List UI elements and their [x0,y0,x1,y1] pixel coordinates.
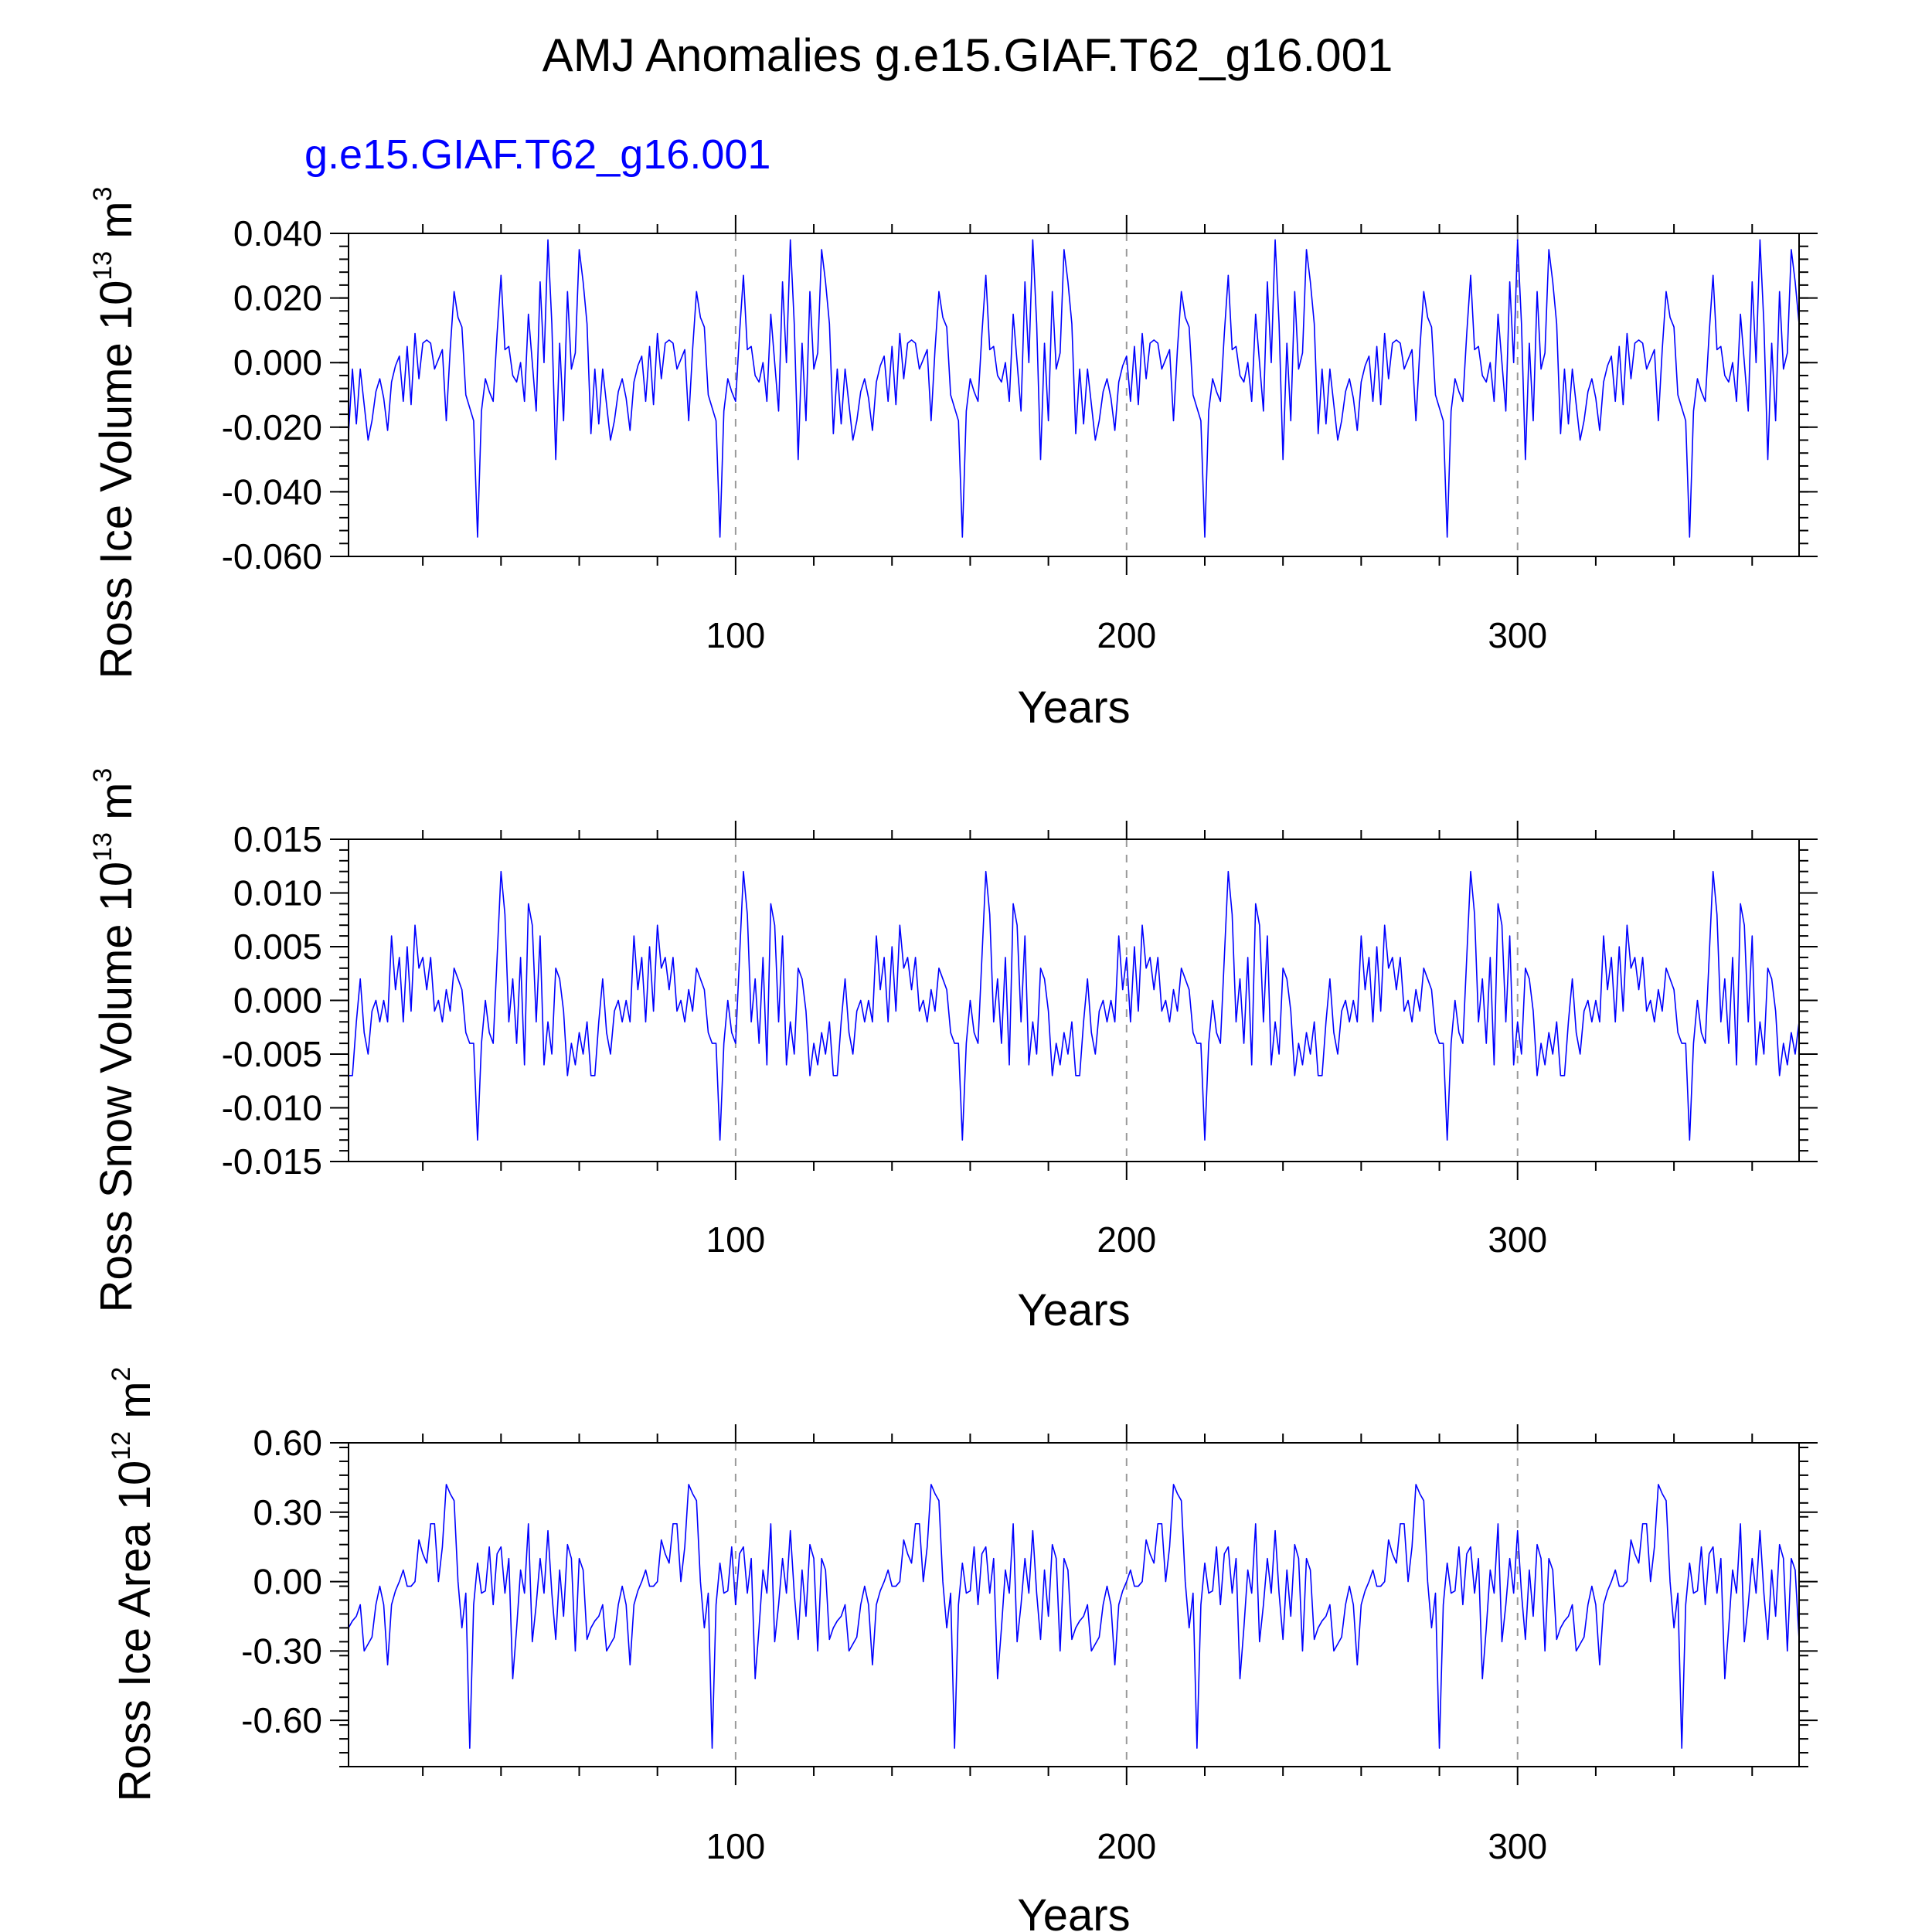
y-tick-label: -0.005 [222,1034,322,1074]
x-tick-label: 300 [1488,615,1547,655]
x-tick-label: 200 [1097,1219,1156,1260]
series-line [348,1484,1800,1749]
series-line [349,870,1800,1141]
y-tick-label: 0.30 [253,1492,322,1532]
y-tick-label: 0.000 [233,342,322,383]
y-tick-label: -0.015 [222,1141,322,1182]
figure-title: AMJ Anomalies g.e15.GIAF.T62_g16.001 [543,29,1393,81]
y-tick-label: 0.00 [253,1562,322,1602]
x-tick-label: 200 [1097,615,1156,655]
y-tick-label: 0.005 [233,927,322,967]
y-axis-label: Ross Ice Volume 1013 m3 [88,186,141,679]
y-tick-label: 0.000 [233,981,322,1021]
x-tick-label: 100 [706,1219,765,1260]
x-tick-label: 200 [1097,1826,1156,1866]
y-tick-label: 0.015 [233,819,322,859]
y-tick-label: -0.010 [222,1088,322,1128]
panels: 0.040 0.020 0.000 -0.020 -0.040 -0.060 100 200 3… [88,186,1818,1932]
plot-frame [348,1442,1800,1767]
y-axis-label: Ross Ice Area 1012 m2 [107,1367,160,1802]
y-tick-label: 0.020 [233,278,322,318]
x-tick-label: 100 [706,615,765,655]
x-tick-label: 300 [1488,1826,1547,1866]
x-tick-label: 100 [706,1826,765,1866]
x-tick-label: 300 [1488,1219,1547,1260]
y-tick-label: -0.30 [241,1631,322,1671]
y-tick-label: 0.040 [233,213,322,253]
series-line [348,239,1800,538]
y-tick-label: 0.010 [233,873,322,913]
chart-panel-3: 0.60 0.30 0.00 -0.30 -0.60 100 200 300 Years Ross… [107,1367,1818,1932]
x-axis-label: Years [1017,1890,1130,1932]
figure-subtitle: g.e15.GIAF.T62_g16.001 [304,131,770,178]
y-tick-label: -0.020 [222,407,322,447]
x-axis-label: Years [1017,682,1130,733]
chart-panel-1: 0.040 0.020 0.000 -0.020 -0.040 -0.060 100 200 3… [88,186,1818,733]
y-tick-label: -0.60 [241,1700,322,1740]
x-axis-label: Years [1017,1285,1130,1335]
y-axis-label: Ross Snow Volume 1013 m3 [88,768,141,1313]
y-tick-label: -0.060 [222,536,322,577]
chart-panel-2: 0.015 0.010 0.005 0.000 -0.005 -0.010 -0.015 10… [88,768,1818,1335]
plot-frame [348,233,1800,557]
plot-frame [348,838,1800,1162]
y-tick-label: -0.040 [222,471,322,512]
y-tick-label: 0.60 [253,1423,322,1463]
